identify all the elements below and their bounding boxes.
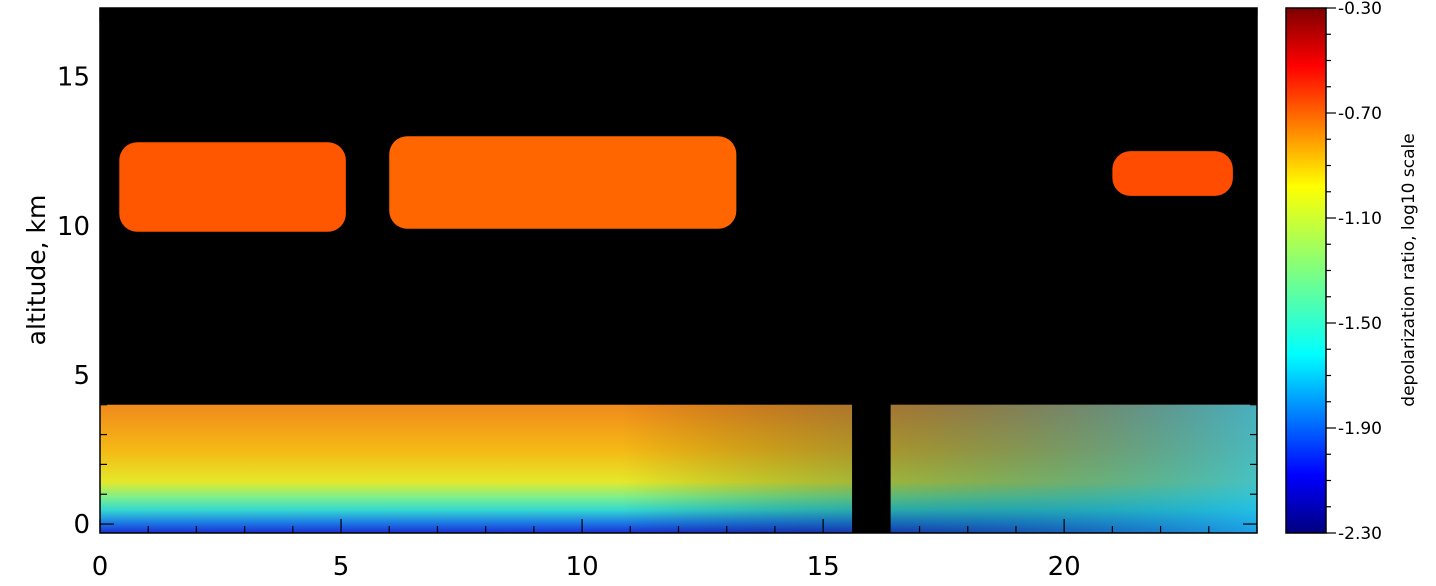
aerosol-layer-fade [100,404,1257,533]
cirrus-layer [119,142,346,232]
colorbar-tick-label: -1.50 [1338,314,1382,334]
y-tick-label: 10 [57,212,90,242]
x-tick-label: 20 [1048,552,1081,582]
data-features [100,136,1257,533]
axes: 0 5 10 15 20 0 5 10 15 [57,7,1258,582]
y-axis-title: altitude, km [22,195,51,346]
x-tick-label: 15 [807,552,840,582]
x-tick-label: 10 [566,552,599,582]
colorbar-tick-label: -1.10 [1338,209,1382,229]
colorbar-tick-label: -0.70 [1338,104,1382,124]
cirrus-layer [1112,151,1233,196]
x-tick-label: 0 [92,552,109,582]
data-gap [852,345,891,533]
y-tick-label: 0 [73,510,90,540]
colorbar-tick-label: -1.90 [1338,419,1382,439]
colorbar-title: depolarization ratio, log10 scale [1399,133,1419,406]
colorbar [1285,7,1327,534]
y-tick-label: 5 [73,361,90,391]
colorbar-ticks: -0.30 -0.70 -1.10 -1.50 -1.90 -2.30 [1326,0,1382,544]
x-tick-label: 5 [333,552,350,582]
cirrus-layer [389,136,737,229]
colorbar-tick-label: -2.30 [1338,524,1382,544]
y-tick-label: 15 [57,63,90,93]
colorbar-tick-label: -0.30 [1338,0,1382,19]
